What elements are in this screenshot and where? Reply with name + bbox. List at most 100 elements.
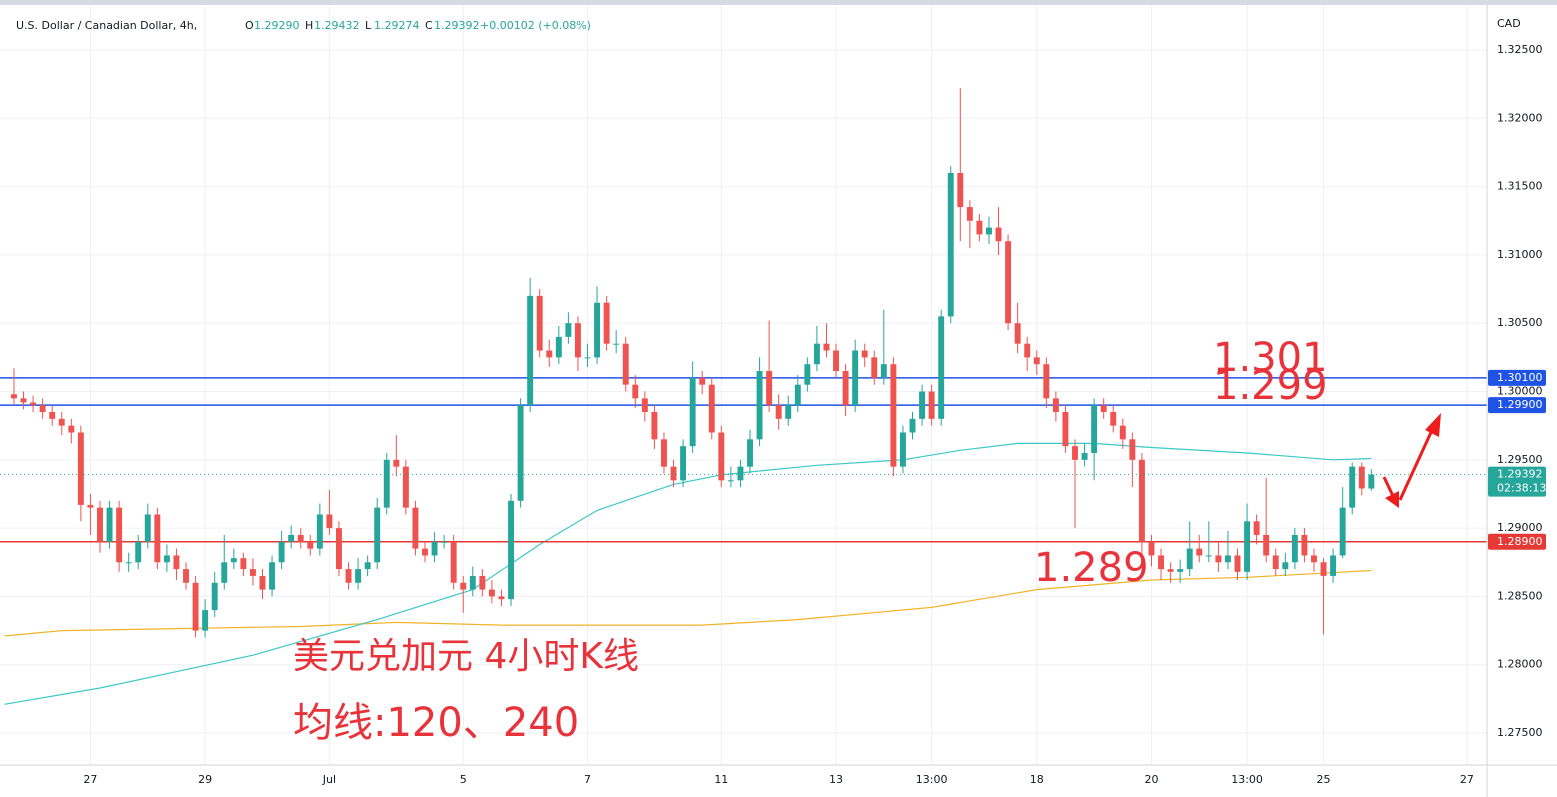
candle-body bbox=[852, 350, 859, 406]
candle-body bbox=[747, 439, 753, 467]
candle-body bbox=[1205, 555, 1212, 557]
last-price-label: 1.29392 bbox=[1497, 468, 1543, 481]
candle-body bbox=[794, 384, 801, 406]
candle-body bbox=[1062, 412, 1069, 447]
candle-body bbox=[1100, 405, 1107, 413]
candle-body bbox=[546, 350, 553, 358]
annotation: 均线:120、240 bbox=[293, 700, 579, 746]
candle-body bbox=[488, 589, 495, 597]
arrow-down bbox=[1382, 476, 1395, 497]
candle-body bbox=[1119, 425, 1126, 440]
candle-body bbox=[785, 405, 792, 419]
candle-body bbox=[1224, 555, 1231, 563]
candle-body bbox=[1368, 474, 1375, 489]
candle-body bbox=[249, 569, 256, 576]
candle-body bbox=[374, 507, 381, 563]
candle-body bbox=[565, 323, 572, 337]
candle-body bbox=[966, 207, 973, 221]
candle-body bbox=[135, 541, 142, 563]
candle-body bbox=[460, 582, 467, 590]
candle-body bbox=[718, 432, 725, 481]
y-tick-label: 1.31500 bbox=[1497, 180, 1543, 193]
candle-body bbox=[775, 405, 782, 419]
candle-body bbox=[383, 459, 390, 508]
candle-body bbox=[632, 384, 639, 399]
ohlc-key: C bbox=[425, 19, 433, 32]
candle-body bbox=[278, 541, 285, 563]
candle-body bbox=[364, 562, 371, 570]
ohlc-key: H bbox=[305, 19, 313, 32]
candle-body bbox=[661, 439, 667, 467]
candle-body bbox=[479, 575, 486, 590]
candle-body bbox=[116, 507, 123, 563]
candle-body bbox=[890, 364, 897, 467]
candle-body bbox=[412, 507, 419, 549]
candle-body bbox=[1148, 541, 1155, 556]
candle-body bbox=[1138, 459, 1145, 542]
arrow-head bbox=[1425, 413, 1441, 437]
candle-body bbox=[68, 425, 75, 433]
candle-body bbox=[708, 384, 715, 433]
candle-body bbox=[1215, 555, 1222, 563]
x-tick-label: 13:00 bbox=[916, 773, 948, 786]
candle-body bbox=[316, 514, 323, 549]
candle-body bbox=[1043, 364, 1050, 399]
candle-body bbox=[555, 336, 562, 358]
candle-body bbox=[909, 418, 916, 433]
ohlc-value: 1.29392 bbox=[434, 19, 480, 32]
candle-body bbox=[259, 575, 266, 590]
ohlc-key: L bbox=[365, 19, 372, 32]
candle-body bbox=[1005, 241, 1012, 324]
level-label: 1.28900 bbox=[1497, 535, 1543, 548]
ohlc-value: 1.29290 bbox=[254, 19, 300, 32]
candle-body bbox=[928, 391, 935, 419]
price-axis: 1.27500 1.28000 1.28500 1.29000 1.29500 1.300… bbox=[83, 43, 1546, 786]
x-tick-label: 25 bbox=[1317, 773, 1331, 786]
y-tick-label: 1.30000 bbox=[1497, 385, 1543, 398]
candle-body bbox=[431, 541, 438, 556]
candle-body bbox=[527, 295, 534, 406]
candle-body bbox=[641, 398, 648, 413]
candle-body bbox=[469, 575, 476, 590]
plot bbox=[0, 88, 1487, 705]
candle-body bbox=[813, 343, 820, 365]
candle-body bbox=[1349, 466, 1356, 508]
x-tick-label: Jul bbox=[322, 773, 336, 786]
candle-body bbox=[995, 227, 1002, 242]
candle-body bbox=[183, 569, 189, 583]
candle-body bbox=[613, 343, 620, 345]
currency-label: CAD bbox=[1497, 17, 1521, 30]
level-label: 1.29900 bbox=[1497, 398, 1543, 411]
y-tick-label: 1.30500 bbox=[1497, 316, 1543, 329]
candle-body bbox=[422, 548, 428, 556]
top-border bbox=[0, 0, 1557, 5]
candle-body bbox=[125, 562, 132, 564]
candle-body bbox=[737, 466, 744, 481]
candle-body bbox=[1291, 534, 1298, 563]
candle-body bbox=[1110, 412, 1117, 426]
candle-body bbox=[1014, 323, 1021, 344]
candle-body bbox=[87, 504, 94, 508]
candle-body bbox=[899, 432, 906, 467]
candle-body bbox=[976, 220, 983, 235]
ohlc-value: 1.29274 bbox=[374, 19, 420, 32]
candle-body bbox=[536, 295, 543, 351]
y-tick-label: 1.32000 bbox=[1497, 111, 1543, 124]
candle-body bbox=[1196, 548, 1203, 556]
candle-body bbox=[1244, 521, 1251, 572]
candle-body bbox=[622, 343, 629, 385]
candle-body bbox=[49, 412, 56, 419]
candle-body bbox=[1186, 548, 1193, 570]
candle-body bbox=[517, 405, 524, 501]
y-tick-label: 1.32500 bbox=[1497, 43, 1543, 56]
candle-body bbox=[106, 507, 113, 542]
candle-body bbox=[1177, 569, 1184, 572]
candle-body bbox=[230, 558, 237, 563]
candle-body bbox=[450, 541, 457, 583]
candle-body bbox=[30, 402, 37, 406]
candle-body bbox=[307, 541, 314, 549]
level-tag bbox=[1488, 397, 1546, 414]
annotation: 1.289 bbox=[1034, 545, 1149, 591]
candle-body bbox=[574, 323, 581, 358]
x-tick-label: 13 bbox=[829, 773, 843, 786]
